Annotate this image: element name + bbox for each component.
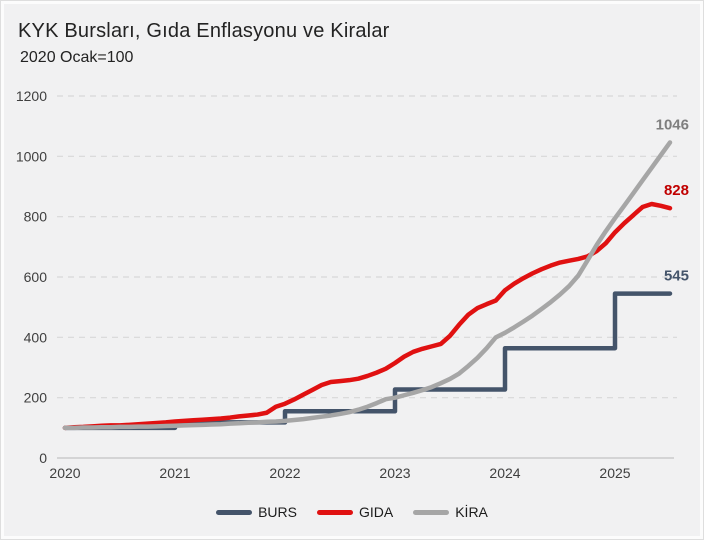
x-tick-label: 2023 [379,465,410,481]
data-label-ki̇ra: 1046 [656,116,689,133]
legend-item-kira: KİRA [413,504,488,520]
x-tick-label: 2025 [599,465,630,481]
gridlines [57,95,677,459]
legend-item-burs: BURS [216,504,297,520]
y-tick-label: 800 [24,209,48,225]
x-tick-label: 2022 [269,465,300,481]
legend-label-kira: KİRA [455,504,488,520]
series-gida-line [62,201,673,431]
y-tick-label: 1200 [16,88,47,104]
y-axis-tick-labels: 0 200 400 600 800 1000 1200 [16,88,47,466]
y-tick-label: 0 [39,450,47,466]
legend-item-gida: GIDA [316,504,394,520]
gida-line-swatch-icon [316,509,353,515]
y-tick-label: 400 [24,329,48,345]
y-tick-label: 600 [24,269,48,285]
series-ki̇ra-line [62,140,673,431]
data-label-gida: 828 [664,182,689,199]
x-tick-label: 2020 [49,465,80,481]
x-axis-tick-labels: 2020 2021 2022 2023 2024 2025 [49,465,630,481]
y-tick-label: 1000 [16,148,47,164]
kira-line-swatch-icon [413,509,450,515]
x-tick-label: 2021 [159,465,190,481]
legend: BURS GIDA KİRA [1,504,703,520]
chart-title: KYK Bursları, Gıda Enflasyonu ve Kiralar [18,20,390,42]
x-tick-label: 2024 [489,465,520,481]
data-label-burs: 545 [664,268,689,285]
chart-subtitle: 2020 Ocak=100 [20,49,134,66]
y-tick-label: 200 [24,390,48,406]
legend-label-gida: GIDA [358,504,394,520]
legend-label-burs: BURS [258,504,297,520]
burs-line-swatch-icon [216,509,253,515]
